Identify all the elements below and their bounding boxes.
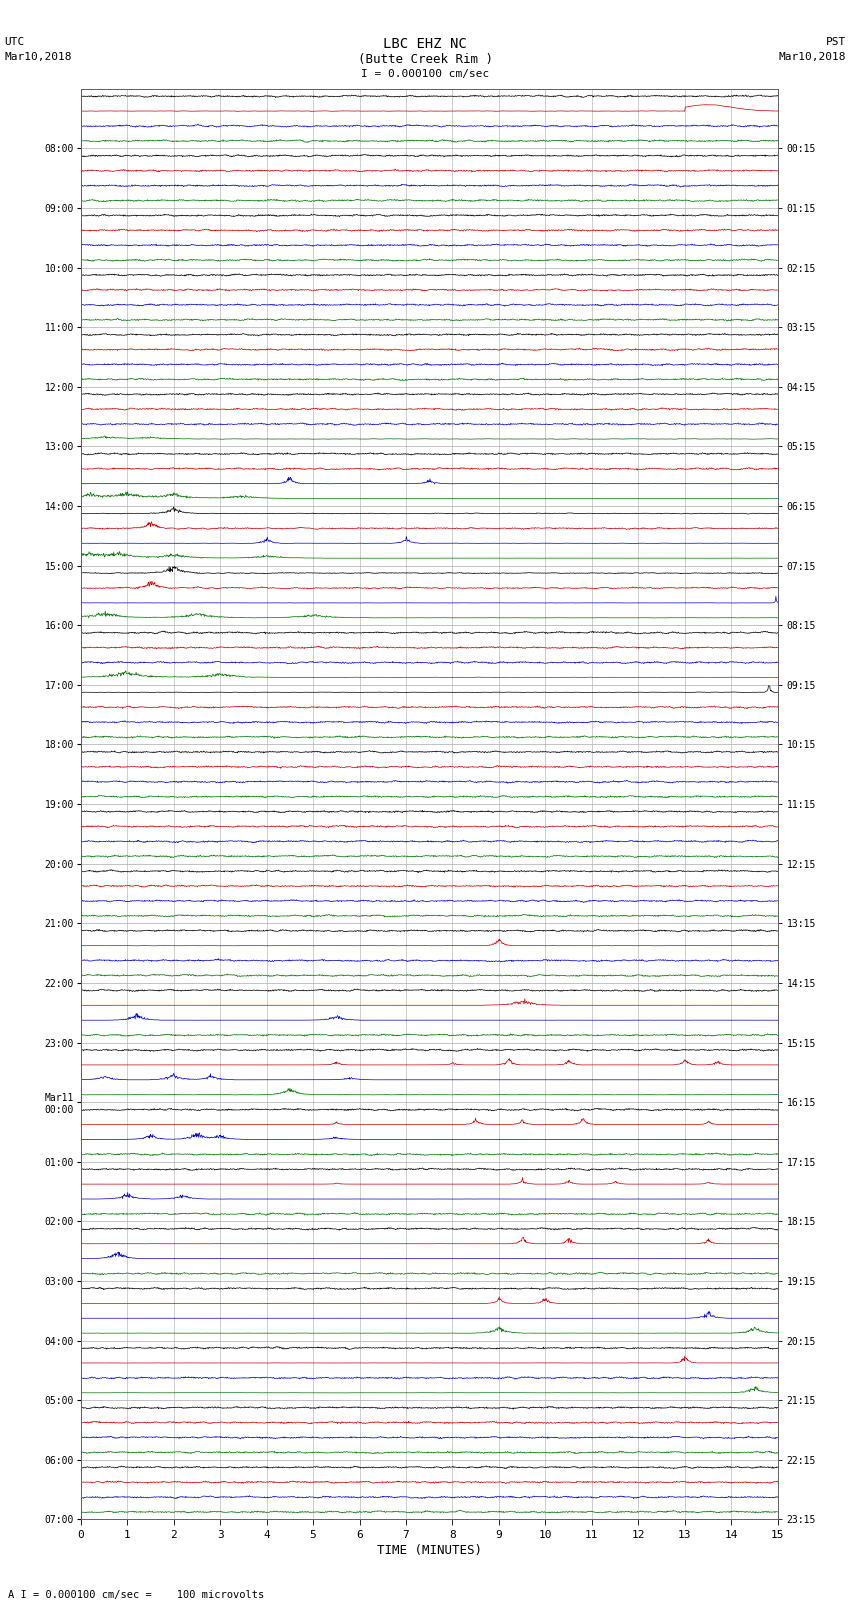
Text: LBC EHZ NC: LBC EHZ NC bbox=[383, 37, 467, 52]
Text: PST: PST bbox=[825, 37, 846, 47]
X-axis label: TIME (MINUTES): TIME (MINUTES) bbox=[377, 1544, 482, 1557]
Text: (Butte Creek Rim ): (Butte Creek Rim ) bbox=[358, 53, 492, 66]
Text: Mar10,2018: Mar10,2018 bbox=[779, 52, 846, 61]
Text: Mar10,2018: Mar10,2018 bbox=[4, 52, 71, 61]
Text: UTC: UTC bbox=[4, 37, 25, 47]
Text: A I = 0.000100 cm/sec =    100 microvolts: A I = 0.000100 cm/sec = 100 microvolts bbox=[8, 1590, 264, 1600]
Text: I = 0.000100 cm/sec: I = 0.000100 cm/sec bbox=[361, 69, 489, 79]
